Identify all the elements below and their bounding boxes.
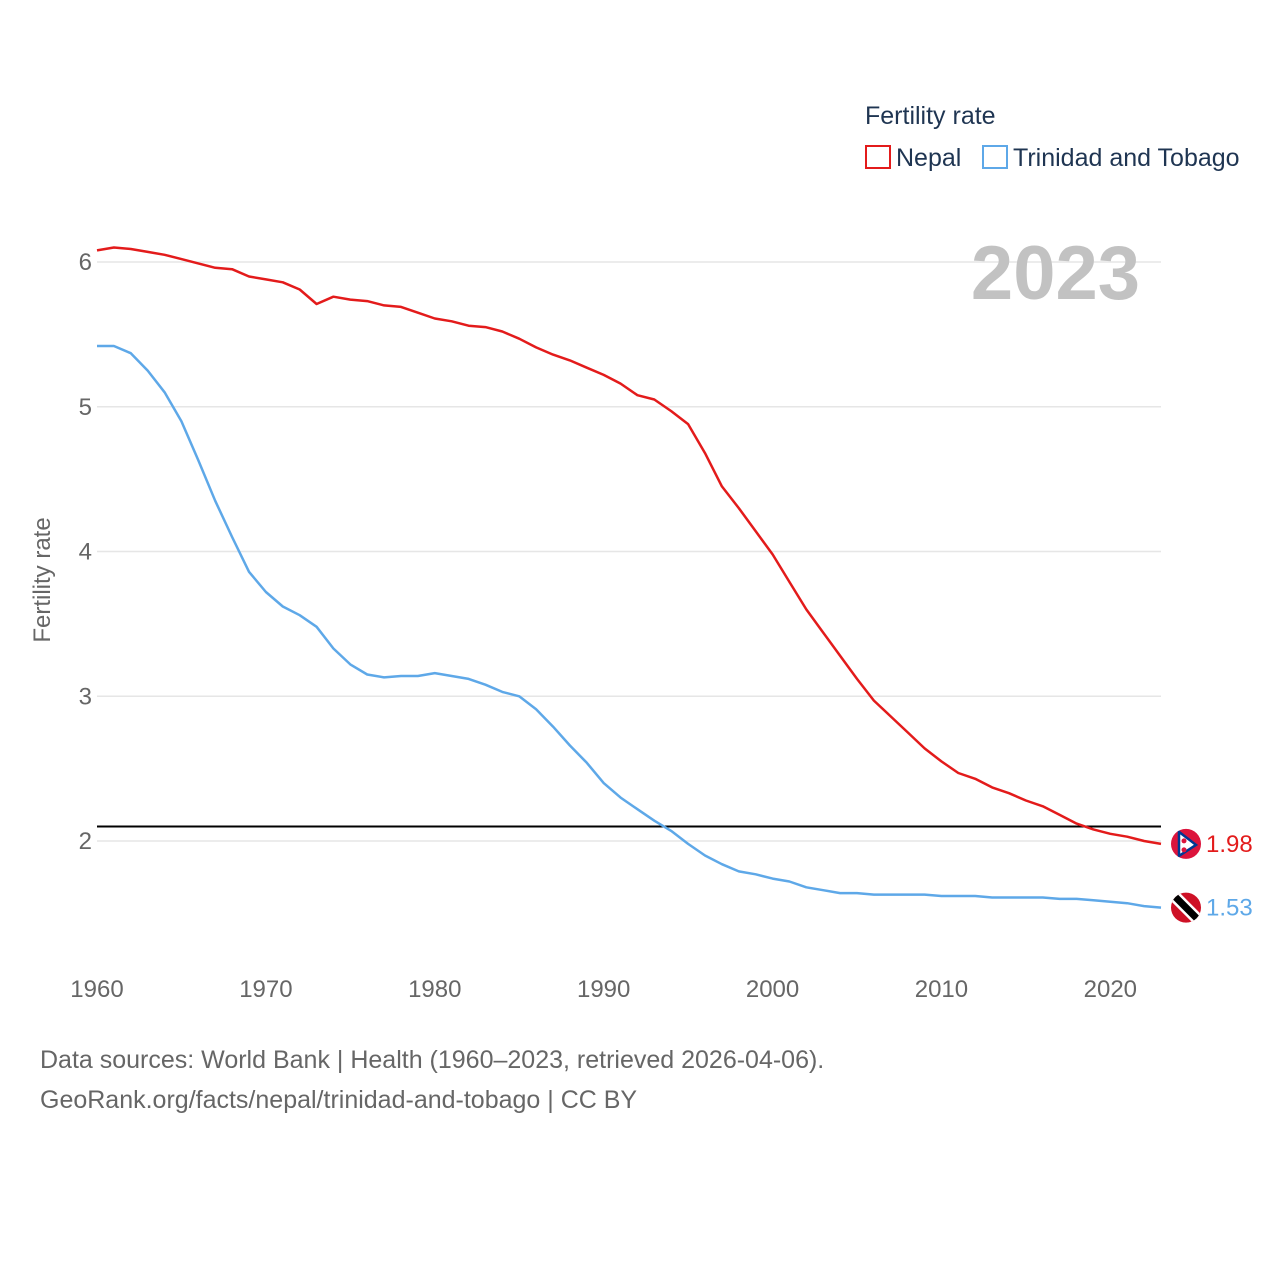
legend-title: Fertility rate [865,102,996,130]
year-watermark: 2023 [971,231,1140,316]
y-tick-label-2: 2 [79,828,92,855]
x-tick-label-1990: 1990 [577,976,630,1003]
legend-label-trinidad-and-tobago: Trinidad and Tobago [1013,144,1240,172]
line-chart: 2 3 4 5 6 1960 1970 1980 1990 2000 2010 2020 Ferti… [29,102,1253,1003]
series-line-trinidad-and-tobago [97,344,1162,909]
legend-swatch-trinidad-and-tobago [982,145,1008,169]
y-axis-ticks: 2 3 4 5 6 [79,249,92,855]
end-value-label-nepal: 1.98 [1206,831,1253,858]
y-tick-label-6: 6 [79,249,92,276]
attribution-link[interactable]: GeoRank.org/facts/nepal/trinidad-and-tob… [40,1086,638,1114]
gridlines [97,261,1161,842]
x-axis-ticks: 1960 1970 1980 1990 2000 2010 2020 [70,976,1137,1003]
x-tick-label-2010: 2010 [915,976,968,1003]
y-tick-label-3: 3 [79,683,92,710]
x-tick-label-1980: 1980 [408,976,461,1003]
legend-label-nepal: Nepal [896,144,961,172]
legend[interactable]: Fertility rate Nepal Trinidad and Tobago [865,102,1240,172]
x-tick-label-1960: 1960 [70,976,123,1003]
nepal-flag-icon [1171,828,1201,859]
end-value-label-trinidad-and-tobago: 1.53 [1206,895,1253,922]
legend-swatch-nepal [865,145,891,169]
legend-item-trinidad-and-tobago[interactable]: Trinidad and Tobago [982,144,1240,172]
series-line-nepal [96,246,1162,846]
x-tick-label-2020: 2020 [1084,976,1137,1003]
series-lines [96,246,1162,909]
x-tick-label-1970: 1970 [239,976,292,1003]
y-tick-label-5: 5 [79,394,92,421]
footer: Data sources: World Bank | Health (1960–… [40,1040,824,1120]
legend-item-nepal[interactable]: Nepal [865,144,961,172]
data-source-note: Data sources: World Bank | Health (1960–… [40,1046,825,1074]
x-tick-label-2000: 2000 [746,976,799,1003]
series-end-markers: 1.98 1.53 [1171,828,1253,923]
y-tick-label-4: 4 [79,539,92,566]
trinidad-and-tobago-flag-icon [1171,892,1201,923]
y-axis-title: Fertility rate [29,517,56,642]
